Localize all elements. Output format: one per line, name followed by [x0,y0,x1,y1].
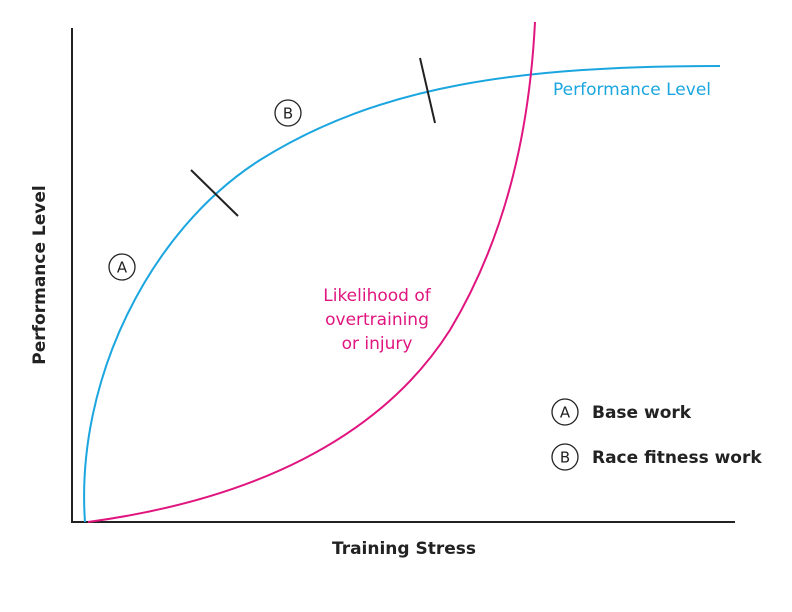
phase-divider [190,169,239,217]
y-axis-label: Performance Level [30,185,50,364]
overtraining-label: or injury [342,334,413,354]
legend-circle [551,398,579,426]
x-axis-label: Training Stress [332,539,476,559]
legend-label: Base work [592,403,692,423]
legend-letter: A [560,404,571,422]
performance-curve [83,65,721,523]
legend-letter: B [560,449,570,467]
marker-circle [108,253,136,281]
phase-divider [419,57,436,124]
overtraining-label: Likelihood of [323,286,432,306]
legend-label: Race fitness work [592,448,762,468]
overtraining-curve [87,21,536,523]
legend-circle [551,443,579,471]
marker-letter: A [117,259,128,277]
marker-letter: B [283,105,293,123]
performance-label: Performance Level [553,80,711,100]
marker-circle [274,99,302,127]
overtraining-label: overtraining [325,310,429,330]
